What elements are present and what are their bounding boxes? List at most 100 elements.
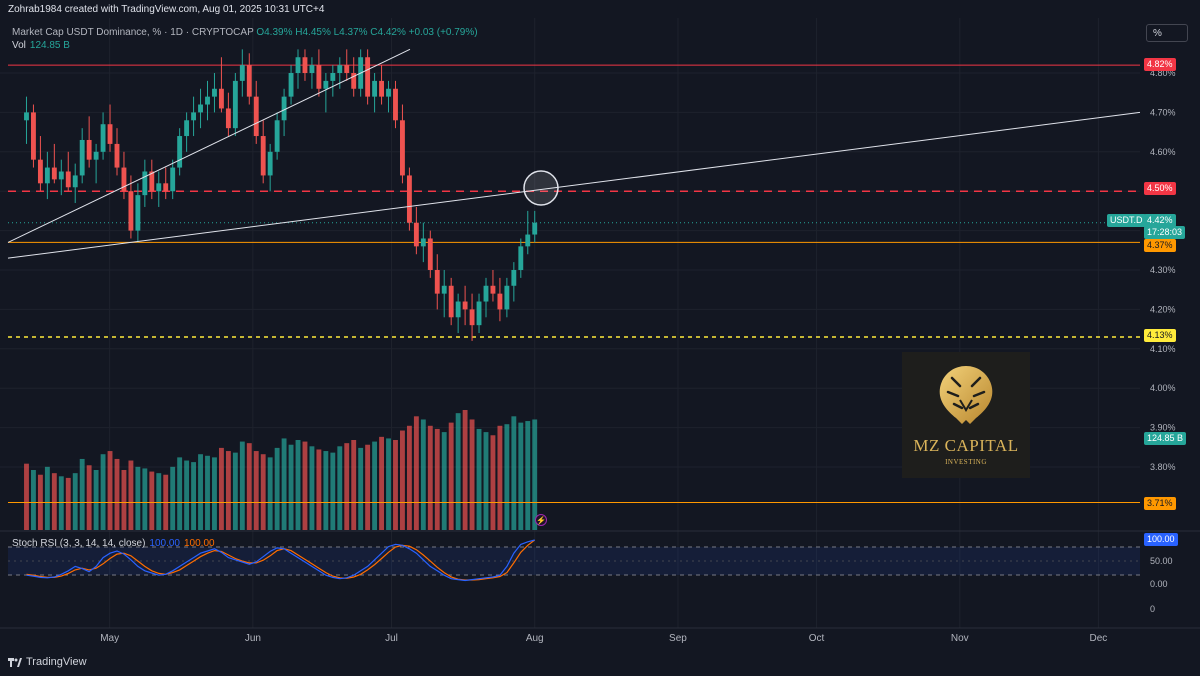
volume-bar <box>448 422 454 530</box>
candle-body <box>476 301 482 326</box>
candle-body <box>497 293 503 310</box>
volume-bar <box>497 425 503 530</box>
volume-bar <box>386 438 391 530</box>
volume-bar <box>281 438 287 530</box>
volume-bar <box>351 440 357 530</box>
volume-legend[interactable]: Vol 124.85 B <box>12 40 70 51</box>
candle-body <box>316 65 322 89</box>
volume-bar <box>420 419 426 530</box>
candle-body <box>163 183 169 192</box>
level-badge-437: 4.37% <box>1144 239 1176 252</box>
volume-bar <box>469 419 475 530</box>
volume-bar <box>239 441 245 530</box>
volume-bar <box>316 449 322 530</box>
candle-body <box>212 88 217 97</box>
candle-body <box>135 195 141 231</box>
volume-bar <box>379 436 384 530</box>
price-tick-label: 4.10% <box>1150 344 1176 354</box>
candle-body <box>128 191 134 231</box>
volume-bar <box>532 419 538 530</box>
volume-bar <box>483 432 489 530</box>
stoch-rsi-k-value: 100.00 <box>149 538 180 549</box>
candle-body <box>372 80 378 97</box>
volume-bar <box>476 428 482 530</box>
trendline-1 <box>7 48 411 243</box>
stoch-rsi-tick-label: 0.00 <box>1150 579 1168 589</box>
price-tick-label: 4.80% <box>1150 68 1176 78</box>
level-badge-371: 3.71% <box>1144 497 1176 510</box>
volume-bar <box>114 458 120 530</box>
candle-body <box>239 65 245 81</box>
volume-bar <box>323 451 329 530</box>
candle-body <box>232 80 238 129</box>
candle-body <box>267 151 273 176</box>
candle-body <box>427 238 433 270</box>
time-axis-label: Sep <box>669 633 687 644</box>
horizontal-levels <box>8 64 1140 503</box>
stoch-rsi-value-badge: 100.00 <box>1144 533 1178 546</box>
volume-bar <box>107 451 113 530</box>
candle-body <box>295 57 301 73</box>
candle-body <box>121 167 127 192</box>
candle-body <box>260 136 266 176</box>
volume-bar <box>518 422 524 530</box>
price-tick-label: 4.20% <box>1150 304 1176 314</box>
volume-bar <box>462 410 468 530</box>
volume-bar <box>260 454 266 530</box>
candle-body <box>142 171 148 196</box>
candle-body <box>58 171 64 180</box>
symbol-legend[interactable]: Market Cap USDT Dominance, % · 1D · CRYP… <box>12 27 478 38</box>
stoch-rsi-panel <box>0 530 1200 629</box>
tradingview-branding[interactable]: TradingView <box>8 656 87 668</box>
candle-body <box>149 171 155 192</box>
candle-body <box>274 120 280 152</box>
volume-badge: 124.85 B <box>1144 432 1187 445</box>
volume-bar <box>400 430 405 530</box>
volume-bar <box>218 447 224 530</box>
volume-bar <box>406 425 412 530</box>
candle-body <box>420 238 426 247</box>
candle-body <box>448 285 454 318</box>
volume-bar <box>455 413 461 530</box>
candle-body <box>65 171 71 188</box>
candle-body <box>198 104 203 113</box>
lion-head-icon <box>939 366 993 424</box>
volume-bar <box>525 421 531 530</box>
volume-bar <box>365 444 371 530</box>
time-axis-label: Jun <box>245 633 261 644</box>
percent-scale-button[interactable]: % <box>1146 24 1188 42</box>
flash-alert-icon[interactable]: ⚡ <box>535 514 547 526</box>
volume-bar <box>302 441 308 530</box>
stoch-rsi-d-line <box>26 539 536 581</box>
candle-body <box>462 301 468 310</box>
candle-body <box>107 124 113 144</box>
volume-bar <box>413 416 419 530</box>
candle-body <box>184 120 190 137</box>
volume-bar <box>274 447 280 530</box>
volume-bar <box>184 460 190 530</box>
watermark-sub: INVESTING <box>945 458 987 466</box>
symbol-line: Market Cap USDT Dominance, % · 1D · CRYP… <box>12 27 254 38</box>
level-badge-450: 4.50% <box>1144 182 1176 195</box>
price-tick-label: 3.90% <box>1150 423 1176 433</box>
level-badge-482: 4.82% <box>1144 58 1176 71</box>
candle-body <box>218 88 224 109</box>
watermark-name: MZ CAPITAL <box>913 436 1019 455</box>
stoch-rsi-legend[interactable]: Stoch RSI (3, 3, 14, 14, close) 100.00 100… <box>12 538 215 549</box>
volume-bar <box>337 446 343 530</box>
volume-bar <box>149 471 155 530</box>
volume-bar <box>427 425 433 530</box>
price-tick-label: 4.00% <box>1150 383 1176 393</box>
candle-body <box>253 96 259 137</box>
candle-body <box>504 285 510 310</box>
price-tick-label: 4.60% <box>1150 147 1176 157</box>
volume-bar <box>65 477 71 530</box>
candle-body <box>191 112 197 121</box>
volume-bar <box>128 460 134 530</box>
candle-body <box>225 108 231 129</box>
volume-bar <box>191 462 197 530</box>
candle-body <box>114 143 120 168</box>
stoch-rsi-k-line <box>26 539 535 582</box>
time-axis-label: Dec <box>1090 633 1108 644</box>
